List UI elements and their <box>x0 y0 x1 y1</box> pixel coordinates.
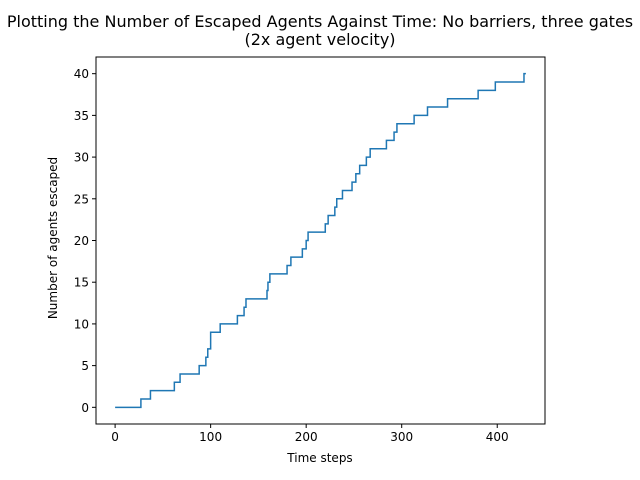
x-tick-label: 100 <box>199 430 222 444</box>
y-tick-label: 20 <box>74 234 89 248</box>
y-tick-label: 10 <box>74 317 89 331</box>
chart-title: Plotting the Number of Escaped Agents Ag… <box>7 12 633 31</box>
x-axis-label: Time steps <box>286 451 352 465</box>
y-tick-label: 30 <box>74 151 89 165</box>
series-line-0 <box>115 72 526 409</box>
y-tick-label: 35 <box>74 109 89 123</box>
plot-area: 0 100 200 300 400 0 5 10 15 20 25 30 35 40 <box>74 56 546 444</box>
x-tick-label: 200 <box>295 430 318 444</box>
x-tick-label: 0 <box>111 430 119 444</box>
y-tick-label: 0 <box>81 401 89 415</box>
plot-frame <box>95 56 546 425</box>
y-tick-label: 5 <box>81 359 89 373</box>
x-tick-label: 300 <box>390 430 413 444</box>
y-tick-label: 40 <box>74 67 89 81</box>
chart-subtitle: (2x agent velocity) <box>244 30 395 49</box>
y-axis-label: Number of agents escaped <box>46 157 60 319</box>
y-tick-label: 25 <box>74 192 89 206</box>
y-tick-label: 15 <box>74 276 89 290</box>
x-tick-label: 400 <box>486 430 509 444</box>
